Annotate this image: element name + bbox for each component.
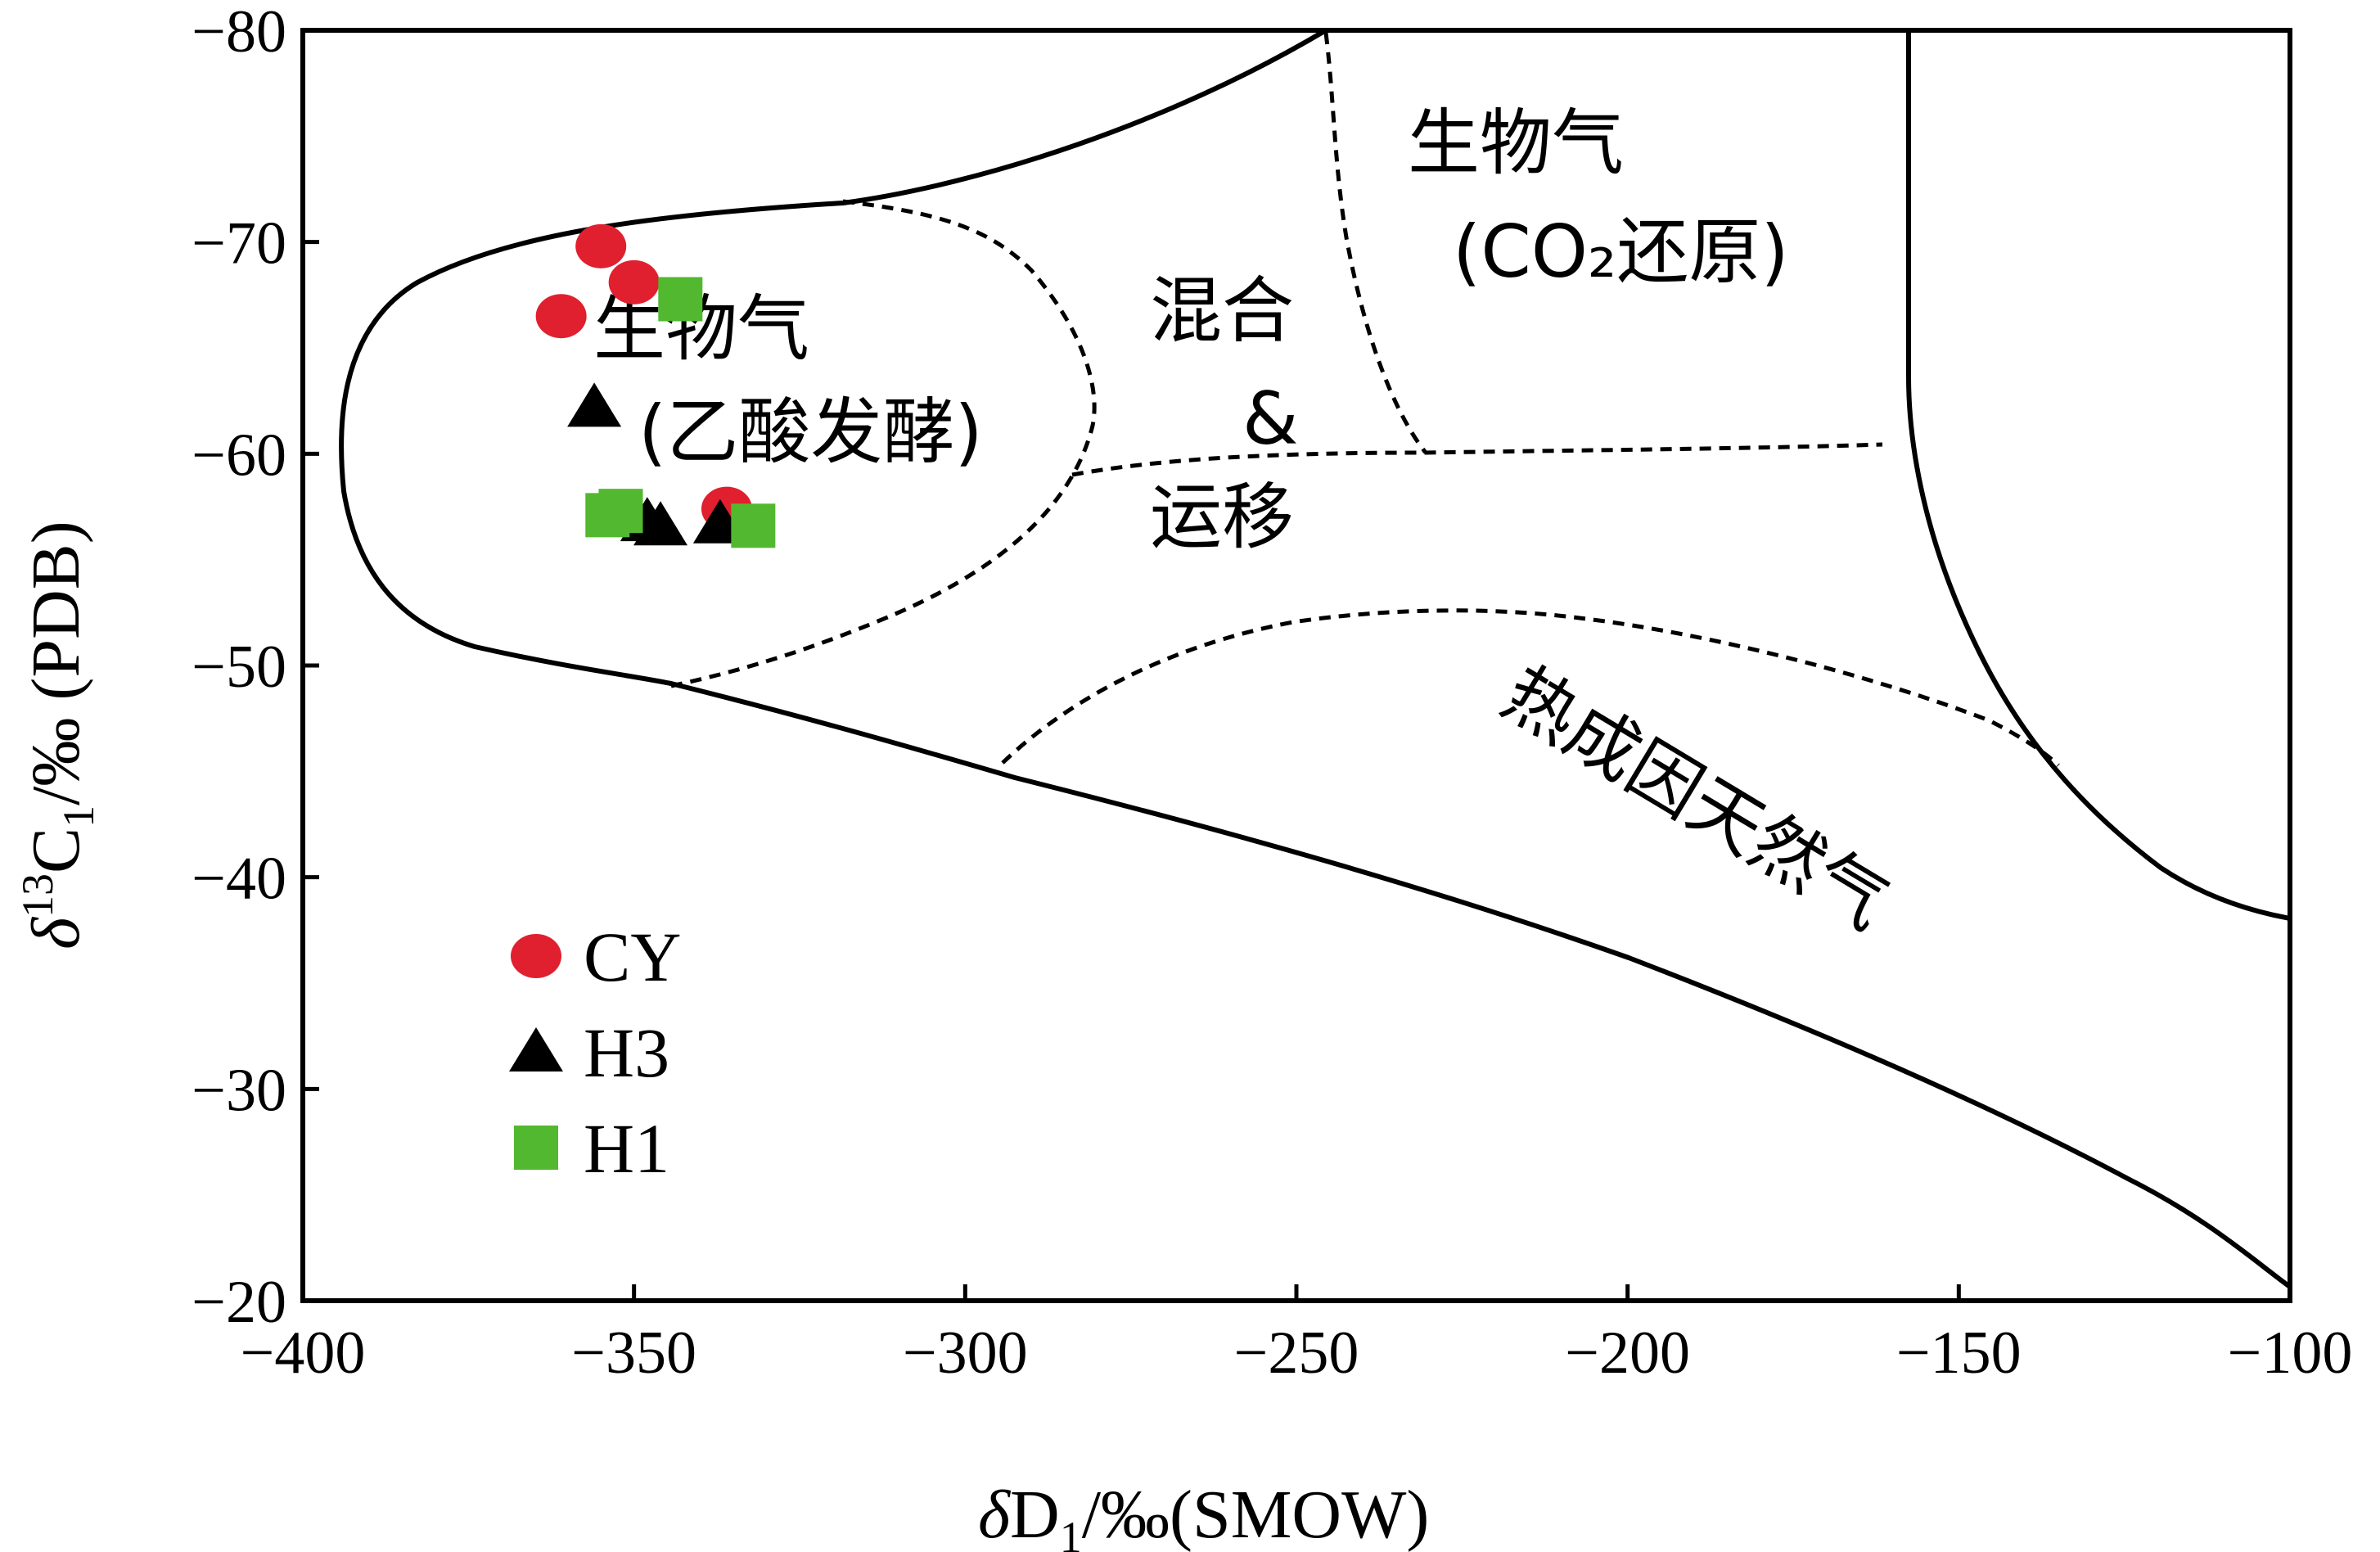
y-tick-label: −20 (192, 1269, 286, 1336)
x-axis-title: δD1/‰(SMOW) (978, 1477, 1429, 1552)
y-title-sub: 1 (54, 805, 103, 828)
region-label-mixing: 混合 & 运移 (1150, 268, 1299, 559)
marker-cy (575, 223, 627, 268)
legend-label-cy: CY (584, 918, 681, 996)
x-tick-label: −400 (241, 1320, 366, 1387)
marker-cy (535, 294, 587, 339)
legend-marker-h1 (514, 1126, 558, 1170)
y-title-delta: δ (18, 916, 94, 950)
region-acetate-line2: (乙酸发酵) (638, 390, 983, 474)
legend-label-h1: H1 (584, 1109, 669, 1188)
right-boundary-curve (1906, 28, 2292, 921)
y-title-sup: 13 (13, 873, 62, 918)
x-tick-label: −100 (2228, 1320, 2353, 1387)
mixing-upper-divider (1071, 442, 1883, 477)
x-title-delta: δ (978, 1477, 1012, 1552)
region-label-co2: 生物气 (CO₂还原) (1408, 101, 1789, 294)
marker-h3 (567, 382, 622, 427)
co2-region-divider (1323, 32, 1427, 454)
y-axis: −80 −70 −60 −50 −40 −30 −20 (192, 0, 319, 1336)
marker-h1 (731, 503, 776, 548)
y-tick-label: −70 (192, 210, 286, 277)
thermogenic-divider (1001, 608, 2060, 767)
y-tick-label: −50 (192, 634, 286, 701)
x-tick-label: −200 (1565, 1320, 1690, 1387)
region-label-acetate: 生物气 (乙酸发酵) (593, 286, 983, 474)
y-tick-label: −40 (192, 846, 286, 913)
data-markers (535, 223, 776, 548)
acetate-region-divider (670, 199, 1097, 688)
legend-label-h3: H3 (584, 1013, 669, 1092)
x-axis: −400 −350 −300 −250 −200 −150 −100 (241, 1284, 2353, 1387)
marker-h1 (658, 277, 703, 322)
region-mixing-line1: 混合 (1150, 268, 1294, 353)
y-tick-label: −30 (192, 1057, 286, 1124)
y-tick-label: −60 (192, 422, 286, 489)
x-title-rest: /‰(SMOW) (1082, 1477, 1430, 1552)
region-co2-line2: (CO₂还原) (1453, 210, 1789, 294)
x-tick-label: −350 (571, 1320, 696, 1387)
x-tick-label: −150 (1896, 1320, 2022, 1387)
region-co2-line1: 生物气 (1408, 101, 1624, 185)
x-title-sub: 1 (1060, 1513, 1082, 1552)
x-tick-label: −250 (1234, 1320, 1359, 1387)
marker-cy (608, 259, 660, 305)
region-mixing-line3: 运移 (1150, 475, 1294, 559)
legend-marker-h3 (509, 1027, 563, 1072)
y-title-main: C (18, 828, 94, 873)
marker-h1 (598, 489, 643, 534)
y-tick-label: −80 (192, 0, 286, 65)
x-title-main: D (1010, 1477, 1060, 1552)
y-title-rest: /‰ (PDB) (18, 521, 94, 805)
y-axis-title: δ13C1/‰ (PDB) (13, 521, 103, 950)
legend: CY H3 H1 (509, 918, 681, 1188)
marker-h3 (633, 501, 688, 546)
outer-boundary-curve (339, 28, 2292, 1289)
region-mixing-line2: & (1242, 377, 1299, 461)
x-tick-label: −300 (903, 1320, 1028, 1387)
legend-marker-cy (511, 934, 561, 978)
region-label-thermogenic: 热成因天然气 (1489, 651, 1903, 945)
